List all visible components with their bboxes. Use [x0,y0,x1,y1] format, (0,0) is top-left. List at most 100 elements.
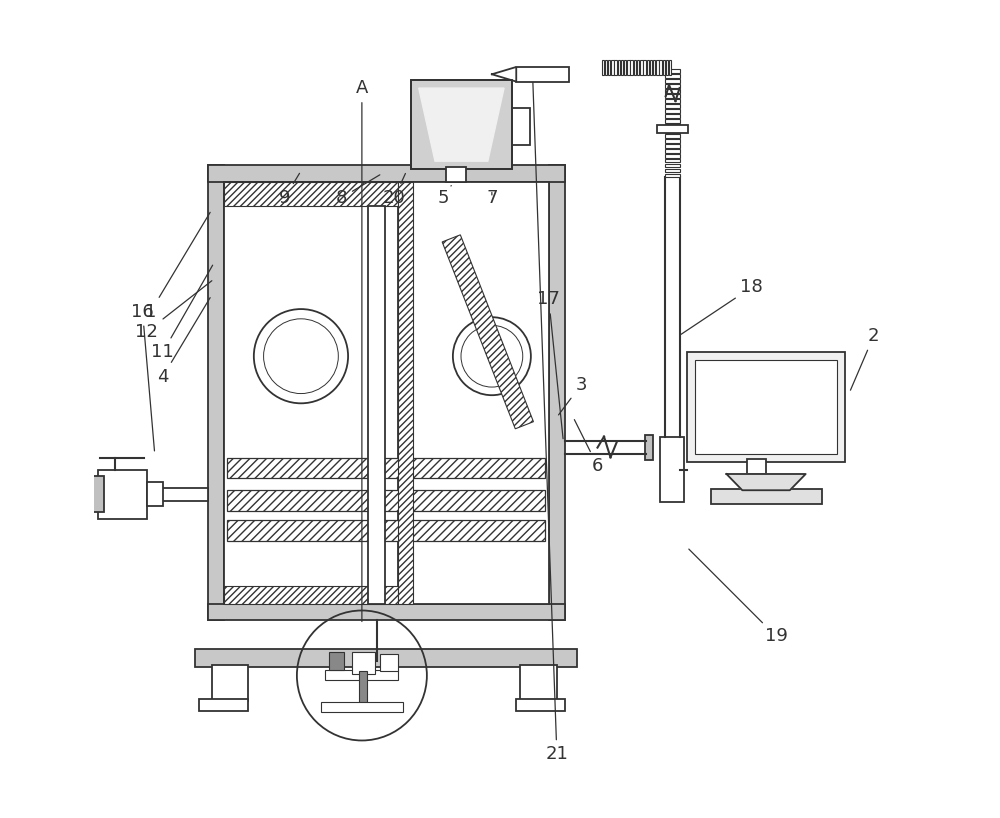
Bar [411,80,512,169]
Bar [711,489,822,504]
Bar [634,61,636,75]
Bar [645,435,653,461]
Bar [663,61,665,75]
Bar [352,652,375,674]
Bar [368,206,385,604]
Bar [665,129,680,133]
Bar [665,149,680,152]
Bar [321,703,403,712]
Bar [411,80,512,169]
Text: 19: 19 [689,549,788,645]
Text: 7: 7 [486,189,498,207]
Polygon shape [726,474,806,490]
Bar [380,654,398,672]
Bar [665,154,680,158]
Text: 18: 18 [681,278,763,335]
Bar [359,672,367,704]
Bar [665,114,680,118]
Bar [665,99,680,103]
Bar [665,124,680,128]
Bar [618,61,620,75]
Bar [695,360,837,454]
Bar [224,182,549,604]
Text: A: A [356,79,368,622]
Text: 12: 12 [135,281,212,341]
Bar [208,604,565,620]
Bar [224,587,398,604]
Bar [195,649,577,667]
Bar [666,61,668,75]
Bar [637,61,639,75]
Bar [325,670,398,680]
Bar [665,104,680,108]
Bar [98,470,147,519]
Bar [512,109,530,145]
Bar [602,61,604,75]
Bar [147,482,163,506]
Polygon shape [492,67,516,82]
Text: 4: 4 [157,298,210,385]
Bar [624,61,626,75]
Bar [747,460,766,474]
Bar [665,79,680,83]
Bar [608,61,610,75]
Bar [208,165,224,620]
Bar [660,438,684,502]
Bar [621,61,623,75]
Polygon shape [419,88,504,161]
Bar [199,699,248,711]
Text: 2: 2 [850,327,879,390]
Bar [227,520,545,541]
Bar [224,182,398,604]
Bar [640,61,643,75]
Text: 8: 8 [336,175,380,207]
Bar [446,167,466,182]
Text: 1: 1 [145,213,210,321]
Bar [665,89,680,92]
Text: 11: 11 [151,265,213,361]
Text: 9: 9 [279,173,300,207]
Bar [656,61,659,75]
Bar [227,490,545,510]
Text: 16: 16 [131,303,154,451]
Bar [398,182,413,604]
Bar [665,134,680,137]
Bar [627,61,630,75]
Polygon shape [442,235,533,429]
Bar [90,476,104,512]
Bar [665,164,680,168]
Bar [329,652,344,670]
Text: 21: 21 [533,74,568,763]
Bar [650,61,652,75]
Bar [657,124,688,133]
Bar [653,61,655,75]
Bar [520,665,557,702]
Bar [665,69,680,73]
Bar [611,61,614,75]
Bar [227,458,545,478]
Bar [212,665,248,702]
Bar [665,169,680,173]
Bar [665,109,680,113]
Text: 5: 5 [437,186,451,207]
Text: 6: 6 [574,420,603,475]
Text: 20: 20 [383,173,406,207]
Bar [630,61,633,75]
Bar [659,61,662,75]
Bar [665,144,680,147]
Bar [549,165,565,620]
Bar [665,84,680,88]
Bar [516,67,569,82]
Bar [665,173,680,178]
Bar [643,61,646,75]
Text: 3: 3 [559,375,587,415]
Bar [669,61,671,75]
Bar [118,488,208,501]
Text: 17: 17 [537,290,563,438]
Bar [687,352,845,462]
Bar [224,182,398,206]
Bar [208,165,565,182]
Bar [665,139,680,142]
Bar [614,61,617,75]
Bar [665,74,680,78]
